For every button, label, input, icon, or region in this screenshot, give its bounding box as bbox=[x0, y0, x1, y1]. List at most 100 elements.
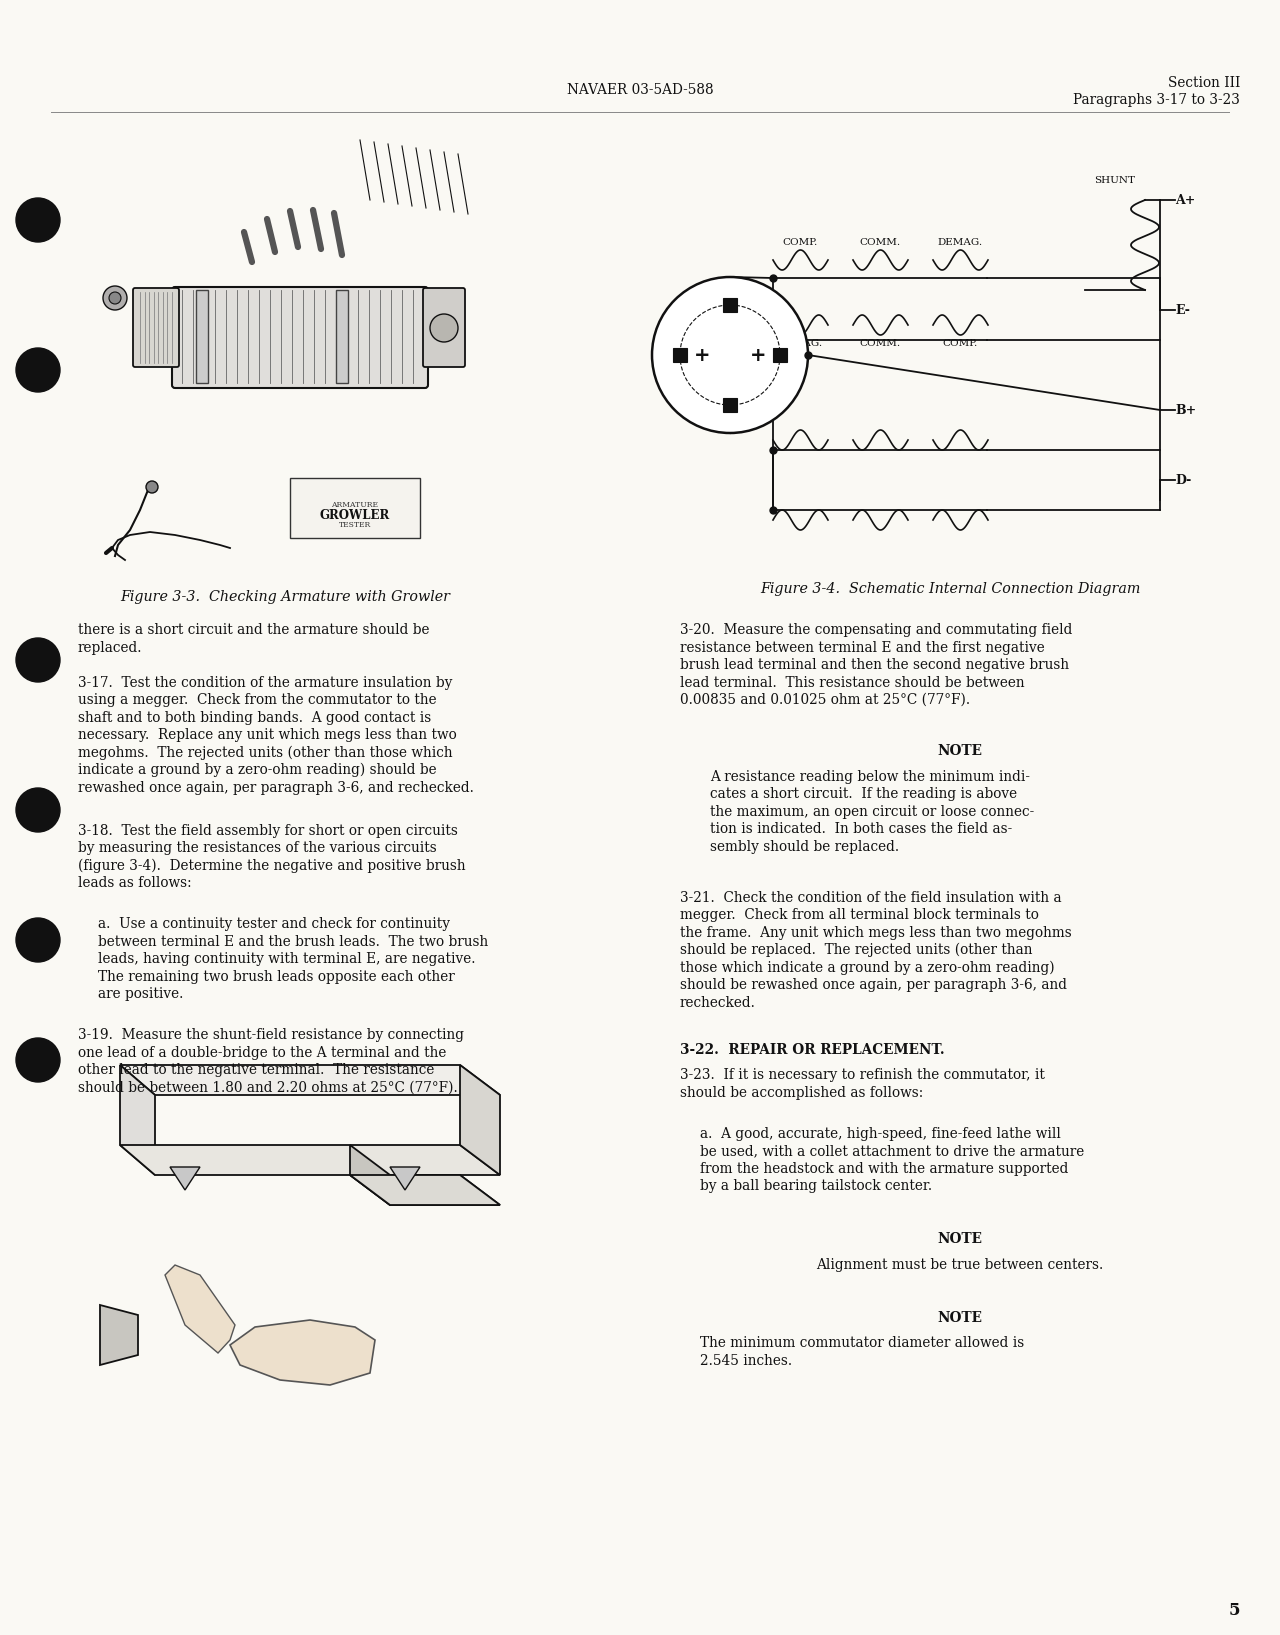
Text: E-: E- bbox=[1175, 304, 1190, 317]
Text: A resistance reading below the minimum indi-: A resistance reading below the minimum i… bbox=[710, 770, 1030, 783]
Text: should be accomplished as follows:: should be accomplished as follows: bbox=[680, 1086, 923, 1099]
Text: 3-17.  Test the condition of the armature insulation by: 3-17. Test the condition of the armature… bbox=[78, 675, 452, 690]
Text: Figure 3-3.  Checking Armature with Growler: Figure 3-3. Checking Armature with Growl… bbox=[120, 590, 451, 603]
Text: (figure 3-4).  Determine the negative and positive brush: (figure 3-4). Determine the negative and… bbox=[78, 858, 466, 873]
Text: necessary.  Replace any unit which megs less than two: necessary. Replace any unit which megs l… bbox=[78, 728, 457, 742]
Bar bbox=[723, 397, 737, 412]
Text: SHUNT: SHUNT bbox=[1094, 177, 1135, 185]
Text: resistance between terminal E and the first negative: resistance between terminal E and the fi… bbox=[680, 641, 1044, 654]
Text: 3-18.  Test the field assembly for short or open circuits: 3-18. Test the field assembly for short … bbox=[78, 824, 458, 837]
Circle shape bbox=[15, 917, 60, 961]
FancyBboxPatch shape bbox=[133, 288, 179, 366]
Text: a.  Use a continuity tester and check for continuity: a. Use a continuity tester and check for… bbox=[99, 917, 451, 930]
Text: DEMAG.: DEMAG. bbox=[777, 338, 823, 348]
Text: shaft and to both binding bands.  A good contact is: shaft and to both binding bands. A good … bbox=[78, 711, 431, 724]
Text: indicate a ground by a zero-ohm reading) should be: indicate a ground by a zero-ohm reading)… bbox=[78, 764, 436, 777]
Bar bbox=[773, 348, 787, 361]
Text: Section III: Section III bbox=[1167, 75, 1240, 90]
Polygon shape bbox=[120, 1144, 500, 1176]
Text: NOTE: NOTE bbox=[937, 1233, 983, 1246]
Text: rewashed once again, per paragraph 3-6, and rechecked.: rewashed once again, per paragraph 3-6, … bbox=[78, 780, 474, 795]
Circle shape bbox=[15, 638, 60, 682]
Polygon shape bbox=[349, 1176, 500, 1205]
Circle shape bbox=[15, 348, 60, 392]
Text: leads as follows:: leads as follows: bbox=[78, 876, 192, 889]
Text: sembly should be replaced.: sembly should be replaced. bbox=[710, 839, 899, 853]
Polygon shape bbox=[120, 1064, 500, 1095]
Circle shape bbox=[15, 198, 60, 242]
FancyBboxPatch shape bbox=[291, 477, 420, 538]
Circle shape bbox=[15, 788, 60, 832]
Polygon shape bbox=[460, 1064, 500, 1176]
Polygon shape bbox=[230, 1319, 375, 1385]
Text: GROWLER: GROWLER bbox=[320, 508, 390, 522]
Text: COMP.: COMP. bbox=[942, 338, 978, 348]
Text: TESTER: TESTER bbox=[339, 522, 371, 530]
Text: 5: 5 bbox=[1229, 1602, 1240, 1619]
Text: from the headstock and with the armature supported: from the headstock and with the armature… bbox=[700, 1161, 1069, 1176]
Text: tion is indicated.  In both cases the field as-: tion is indicated. In both cases the fie… bbox=[710, 822, 1012, 835]
Text: ARMATURE: ARMATURE bbox=[332, 500, 379, 508]
Text: there is a short circuit and the armature should be: there is a short circuit and the armatur… bbox=[78, 623, 430, 638]
Text: COMM.: COMM. bbox=[859, 338, 901, 348]
Text: should be rewashed once again, per paragraph 3-6, and: should be rewashed once again, per parag… bbox=[680, 978, 1068, 992]
Text: A+: A+ bbox=[1175, 193, 1196, 206]
Text: using a megger.  Check from the commutator to the: using a megger. Check from the commutato… bbox=[78, 693, 436, 706]
Text: other lead to the negative terminal.  The resistance: other lead to the negative terminal. The… bbox=[78, 1063, 434, 1077]
FancyBboxPatch shape bbox=[422, 288, 465, 366]
Text: be used, with a collet attachment to drive the armature: be used, with a collet attachment to dri… bbox=[700, 1144, 1084, 1158]
Text: 3-21.  Check the condition of the field insulation with a: 3-21. Check the condition of the field i… bbox=[680, 891, 1061, 904]
Text: NOTE: NOTE bbox=[937, 1311, 983, 1324]
Text: megger.  Check from all terminal block terminals to: megger. Check from all terminal block te… bbox=[680, 907, 1039, 922]
Text: COMM.: COMM. bbox=[859, 237, 901, 247]
Text: leads, having continuity with terminal E, are negative.: leads, having continuity with terminal E… bbox=[99, 952, 475, 966]
Circle shape bbox=[652, 276, 808, 433]
Text: Paragraphs 3-17 to 3-23: Paragraphs 3-17 to 3-23 bbox=[1073, 93, 1240, 106]
Text: 3-22.  REPAIR OR REPLACEMENT.: 3-22. REPAIR OR REPLACEMENT. bbox=[680, 1043, 945, 1056]
Text: DEMAG.: DEMAG. bbox=[937, 237, 983, 247]
Text: the frame.  Any unit which megs less than two megohms: the frame. Any unit which megs less than… bbox=[680, 925, 1071, 940]
Text: should be replaced.  The rejected units (other than: should be replaced. The rejected units (… bbox=[680, 943, 1033, 958]
Text: The remaining two brush leads opposite each other: The remaining two brush leads opposite e… bbox=[99, 970, 454, 984]
Text: NAVAER 03-5AD-588: NAVAER 03-5AD-588 bbox=[567, 83, 713, 96]
Text: replaced.: replaced. bbox=[78, 641, 142, 654]
Circle shape bbox=[102, 286, 127, 311]
Text: The minimum commutator diameter allowed is: The minimum commutator diameter allowed … bbox=[700, 1336, 1024, 1351]
Text: Alignment must be true between centers.: Alignment must be true between centers. bbox=[817, 1257, 1103, 1272]
Text: D-: D- bbox=[1175, 474, 1192, 487]
Text: are positive.: are positive. bbox=[99, 988, 183, 1001]
Text: NOTE: NOTE bbox=[937, 744, 983, 759]
Text: by a ball bearing tailstock center.: by a ball bearing tailstock center. bbox=[700, 1179, 932, 1194]
Text: a.  A good, accurate, high-speed, fine-feed lathe will: a. A good, accurate, high-speed, fine-fe… bbox=[700, 1127, 1061, 1141]
FancyBboxPatch shape bbox=[172, 288, 428, 387]
Text: brush lead terminal and then the second negative brush: brush lead terminal and then the second … bbox=[680, 657, 1069, 672]
Text: the maximum, an open circuit or loose connec-: the maximum, an open circuit or loose co… bbox=[710, 804, 1034, 819]
Text: by measuring the resistances of the various circuits: by measuring the resistances of the vari… bbox=[78, 840, 436, 855]
Polygon shape bbox=[165, 1265, 236, 1354]
Bar bbox=[673, 348, 687, 361]
Text: should be between 1.80 and 2.20 ohms at 25°C (77°F).: should be between 1.80 and 2.20 ohms at … bbox=[78, 1081, 458, 1094]
Polygon shape bbox=[170, 1167, 200, 1190]
Circle shape bbox=[430, 314, 458, 342]
Text: B+: B+ bbox=[1175, 404, 1197, 417]
Bar bbox=[723, 298, 737, 312]
Text: 3-23.  If it is necessary to refinish the commutator, it: 3-23. If it is necessary to refinish the… bbox=[680, 1068, 1044, 1082]
Text: megohms.  The rejected units (other than those which: megohms. The rejected units (other than … bbox=[78, 746, 453, 760]
Text: Figure 3-4.  Schematic Internal Connection Diagram: Figure 3-4. Schematic Internal Connectio… bbox=[760, 582, 1140, 597]
Polygon shape bbox=[100, 1305, 138, 1365]
Text: lead terminal.  This resistance should be between: lead terminal. This resistance should be… bbox=[680, 675, 1024, 690]
Circle shape bbox=[15, 1038, 60, 1082]
Text: +: + bbox=[694, 345, 710, 365]
Circle shape bbox=[109, 293, 122, 304]
Text: cates a short circuit.  If the reading is above: cates a short circuit. If the reading is… bbox=[710, 786, 1018, 801]
Bar bbox=[335, 289, 348, 383]
Text: 2.545 inches.: 2.545 inches. bbox=[700, 1354, 792, 1367]
Text: rechecked.: rechecked. bbox=[680, 996, 756, 1009]
Circle shape bbox=[146, 481, 157, 494]
Text: between terminal E and the brush leads.  The two brush: between terminal E and the brush leads. … bbox=[99, 935, 488, 948]
Polygon shape bbox=[349, 1176, 500, 1205]
Text: those which indicate a ground by a zero-ohm reading): those which indicate a ground by a zero-… bbox=[680, 960, 1055, 974]
Text: one lead of a double-bridge to the A terminal and the: one lead of a double-bridge to the A ter… bbox=[78, 1045, 447, 1059]
Text: 3-19.  Measure the shunt-field resistance by connecting: 3-19. Measure the shunt-field resistance… bbox=[78, 1028, 465, 1041]
Bar bbox=[196, 289, 207, 383]
